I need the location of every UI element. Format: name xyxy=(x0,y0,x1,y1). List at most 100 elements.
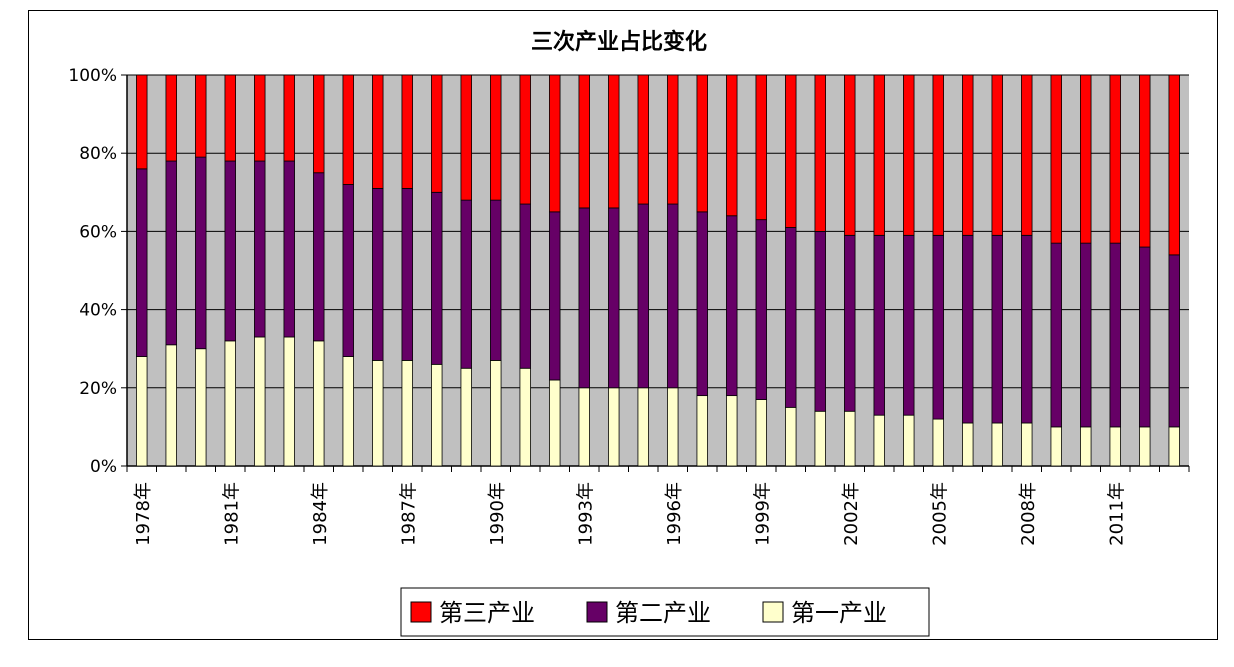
bar-segment xyxy=(726,395,738,467)
bar-segment xyxy=(490,74,502,201)
plot-area: 0% 20% 40% 60% 80% 100% 1978年 1981年 1984年 1987年 19… xyxy=(68,66,1190,546)
bar-segment xyxy=(608,387,620,467)
bar-segment xyxy=(726,74,738,217)
bar-segment xyxy=(1050,242,1062,428)
bar-segment xyxy=(1021,74,1033,236)
x-tick-label: 1987年 xyxy=(398,482,419,546)
bar-segment xyxy=(755,399,767,467)
y-tick-label: 0% xyxy=(90,457,117,477)
x-tick-label: 1984年 xyxy=(310,482,331,546)
legend-box xyxy=(400,587,930,637)
bar-segment xyxy=(224,74,236,162)
x-tick-label: 2008年 xyxy=(1018,482,1039,546)
bar-segment xyxy=(991,74,1003,236)
y-tick-label: 40% xyxy=(79,301,117,321)
bar-segment xyxy=(1021,234,1033,424)
bar-segment xyxy=(844,234,856,412)
legend-label: 第一产业 xyxy=(791,599,887,627)
bar-segment xyxy=(696,395,708,467)
bar-segment xyxy=(696,74,708,213)
bar-segment xyxy=(962,422,974,467)
bar-segment xyxy=(667,387,679,467)
bar-segment xyxy=(1139,246,1151,428)
bar-segment xyxy=(637,387,649,467)
bar-segment xyxy=(460,74,472,201)
bar-segment xyxy=(313,74,325,174)
bar-segment xyxy=(726,215,738,397)
bar-segment xyxy=(549,211,561,381)
bar-segment xyxy=(873,414,885,467)
bar-segment xyxy=(903,74,915,236)
bar-segment xyxy=(667,203,679,389)
bar-segment xyxy=(549,74,561,213)
bar-segment xyxy=(755,74,767,221)
bar-segment xyxy=(401,360,413,467)
bar-segment xyxy=(962,74,974,236)
bar-segment xyxy=(401,74,413,189)
bar-segment xyxy=(1168,74,1180,256)
bar-segment xyxy=(578,207,590,389)
bar-segment xyxy=(224,340,236,467)
bar-segment xyxy=(1109,74,1121,244)
bar-segment xyxy=(991,422,1003,467)
bar-segment xyxy=(578,74,590,209)
bar-segment xyxy=(254,160,266,338)
bar-segment xyxy=(1050,74,1062,244)
bar-segment xyxy=(814,74,826,232)
x-tick-label: 1990年 xyxy=(487,482,508,546)
legend: 第三产业 第二产业 第一产业 xyxy=(400,587,930,637)
bar-segment xyxy=(519,367,531,467)
bar-segment xyxy=(844,74,856,236)
bar-segment xyxy=(165,344,177,467)
bar-segment xyxy=(283,336,295,467)
legend-swatch xyxy=(410,601,432,623)
bar-segment xyxy=(903,414,915,467)
bar-segment xyxy=(844,410,856,467)
x-tick-label: 1981年 xyxy=(221,482,242,546)
bar-segment xyxy=(372,187,384,361)
x-tick-label: 2011年 xyxy=(1106,482,1127,546)
bar-segment xyxy=(873,74,885,236)
bar-segment xyxy=(460,367,472,467)
bar-segment xyxy=(313,172,325,342)
legend-swatch xyxy=(762,601,784,623)
bar-segment xyxy=(460,199,472,369)
bar-segment xyxy=(431,74,443,193)
bar-segment xyxy=(136,356,148,467)
bar-segment xyxy=(195,156,207,350)
bar-segment xyxy=(195,74,207,158)
y-tick-label: 60% xyxy=(79,222,117,242)
bar-segment xyxy=(814,410,826,467)
bar-segment xyxy=(608,207,620,389)
bar-segment xyxy=(136,168,148,357)
x-tick-label: 1999年 xyxy=(752,482,773,546)
bar-segment xyxy=(283,74,295,162)
bar-segment xyxy=(136,74,148,170)
bar-segment xyxy=(785,406,797,467)
chart-title: 三次产业占比变化 xyxy=(531,29,707,55)
bar-segment xyxy=(637,203,649,389)
x-tick-label: 2002年 xyxy=(841,482,862,546)
bar-segment xyxy=(1109,426,1121,467)
bar-segment xyxy=(1168,254,1180,428)
bar-segment xyxy=(490,360,502,467)
bar-segment xyxy=(814,230,826,412)
bar-segment xyxy=(667,74,679,205)
bar-segment xyxy=(932,234,944,420)
bar-segment xyxy=(254,74,266,162)
bar-segment xyxy=(1168,426,1180,467)
bar-segment xyxy=(1139,74,1151,248)
y-tick-label: 20% xyxy=(79,379,117,399)
x-tick-label: 1993年 xyxy=(575,482,596,546)
bar-segment xyxy=(962,234,974,424)
bar-segment xyxy=(873,234,885,416)
y-tick-label: 80% xyxy=(79,144,117,164)
bar-segment xyxy=(785,227,797,408)
bar-segment xyxy=(372,360,384,467)
bar-segment xyxy=(1139,426,1151,467)
legend-swatch xyxy=(586,601,608,623)
bar-segment xyxy=(696,211,708,397)
bar-segment xyxy=(431,363,443,467)
bar-segment xyxy=(1021,422,1033,467)
bar-segment xyxy=(283,160,295,338)
